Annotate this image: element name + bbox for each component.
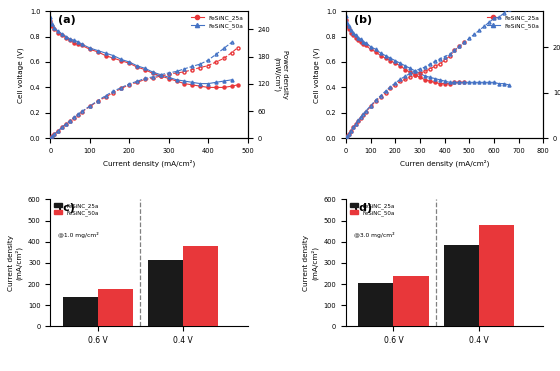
X-axis label: Current density (mA/cm²): Current density (mA/cm²) [103,160,195,167]
Text: @3.0 mg/cm²: @3.0 mg/cm² [354,233,395,239]
Bar [148,259,183,326]
Legend: FeSiNC_25a, FeSiNC_50a: FeSiNC_25a, FeSiNC_50a [486,14,540,30]
Legend: FeSiNC_25a, FeSiNC_50a: FeSiNC_25a, FeSiNC_50a [349,202,396,217]
Bar [394,276,428,326]
Y-axis label: Current density
(mA/cm²): Current density (mA/cm²) [304,235,318,291]
Y-axis label: Current density
(mA/cm²): Current density (mA/cm²) [8,235,22,291]
Legend: FeSiNC_25a, FeSiNC_50a: FeSiNC_25a, FeSiNC_50a [53,202,100,217]
Bar [358,283,394,326]
Y-axis label: Cell voltage (V): Cell voltage (V) [314,47,320,102]
Text: (a): (a) [58,15,76,25]
Y-axis label: Cell voltage (V): Cell voltage (V) [18,47,25,102]
X-axis label: Curren density (mA/cm²): Curren density (mA/cm²) [400,160,489,167]
Bar [444,245,479,326]
Bar [479,225,514,326]
Text: (b): (b) [354,15,372,25]
Text: @1.0 mg/cm²: @1.0 mg/cm² [58,233,99,239]
Text: (d): (d) [354,203,372,213]
Bar [63,297,98,326]
Y-axis label: Power density
(mW/cm²): Power density (mW/cm²) [273,50,288,99]
Bar [183,246,218,326]
Legend: FeSiNC_25a, FeSiNC_50a: FeSiNC_25a, FeSiNC_50a [190,14,245,30]
Text: (c): (c) [58,203,75,213]
Bar [98,289,133,326]
